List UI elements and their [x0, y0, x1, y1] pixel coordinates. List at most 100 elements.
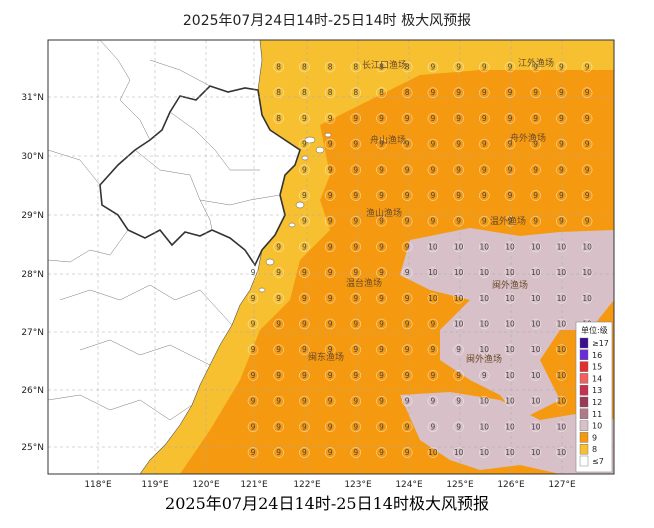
legend-label: 9: [592, 433, 597, 442]
wind-level-label: 9: [405, 217, 410, 226]
value-marker: [556, 61, 567, 73]
value-marker: [581, 87, 593, 98]
value-marker: [427, 318, 439, 330]
wind-level-label: 9: [302, 345, 307, 354]
wind-level-label: 9: [431, 397, 436, 406]
value-marker: [581, 267, 593, 278]
legend-label: 11: [592, 410, 602, 419]
value-marker: [427, 113, 439, 124]
wind-level-label: 9: [302, 422, 307, 431]
wind-level-label: 10: [531, 268, 541, 277]
wind-level-label: 9: [302, 242, 307, 251]
wind-level-label: 10: [428, 242, 438, 251]
wind-level-label: 9: [276, 320, 281, 329]
wind-level-label: 9: [328, 268, 333, 277]
value-marker: [376, 215, 387, 227]
value-marker: [324, 190, 336, 201]
value-marker: [504, 61, 516, 73]
value-marker: [581, 113, 593, 124]
lat-tick: 31°N: [21, 93, 44, 103]
value-marker: [504, 395, 516, 407]
wind-level-label: 10: [505, 345, 515, 354]
value-marker: [299, 241, 310, 253]
value-marker: [299, 370, 310, 381]
wind-level-label: 9: [353, 294, 358, 303]
value-marker: [453, 318, 464, 330]
value-marker: [273, 344, 284, 355]
value-marker: [479, 267, 490, 278]
wind-level-label: 9: [482, 140, 487, 149]
value-marker: [479, 215, 490, 227]
value-marker: [376, 318, 387, 330]
value-marker: [556, 395, 567, 407]
value-marker: [324, 447, 336, 458]
zone-label-jiangwai: 江外渔场: [518, 57, 554, 69]
value-marker: [402, 241, 413, 253]
wind-level-label: 9: [276, 242, 281, 251]
wind-level-label: 9: [251, 371, 256, 380]
map-title: 2025年07月24日14时-25日14时 极大风预报: [182, 13, 472, 29]
wind-level-label: 8: [405, 88, 410, 97]
wind-level-label: 9: [431, 422, 436, 431]
value-marker: [530, 138, 541, 150]
wind-level-label: 9: [302, 217, 307, 226]
value-marker: [581, 241, 593, 253]
value-marker: [324, 421, 336, 432]
value-marker: [376, 293, 387, 304]
wind-level-label: 9: [508, 191, 513, 200]
value-marker: [427, 293, 439, 304]
value-marker: [299, 293, 310, 304]
value-marker: [273, 318, 284, 330]
value-marker: [427, 61, 439, 73]
lat-tick: 25°N: [21, 443, 44, 453]
wind-level-label: 10: [505, 268, 515, 277]
wind-level-label: 9: [559, 114, 564, 123]
wind-level-label: 9: [405, 165, 410, 174]
wind-level-label: 10: [505, 422, 515, 431]
wind-level-label: 10: [480, 345, 490, 354]
value-marker: [299, 61, 310, 73]
admin-boundaries: [48, 40, 281, 421]
zone-label-changjiangkou: 长江口渔场: [362, 59, 407, 71]
value-marker: [299, 164, 310, 176]
wind-level-label: 9: [456, 63, 461, 72]
legend-label: 13: [592, 386, 602, 395]
value-marker: [453, 215, 464, 227]
value-marker: [247, 267, 259, 278]
value-marker: [556, 113, 567, 124]
wind-level-label: 10: [531, 345, 541, 354]
value-marker: [247, 447, 259, 458]
zone-label-zhoushan: 舟山渔场: [370, 134, 406, 146]
lon-tick: 123°E: [344, 480, 372, 490]
value-marker: [453, 370, 464, 381]
wind-level-label: 10: [480, 422, 490, 431]
wind-level-label: 9: [302, 371, 307, 380]
value-marker: [324, 87, 336, 98]
value-marker: [402, 370, 413, 381]
value-marker: [350, 293, 361, 304]
value-marker: [376, 267, 387, 278]
value-marker: [376, 164, 387, 176]
wind-level-label: 9: [559, 165, 564, 174]
wind-level-label: 9: [508, 140, 513, 149]
wind-level-label: 9: [559, 88, 564, 97]
value-marker: [556, 215, 567, 227]
wind-level-label: 8: [276, 114, 281, 123]
value-marker: [453, 344, 464, 355]
wind-level-label: 9: [379, 217, 384, 226]
wind-level-label: 10: [557, 448, 567, 457]
wind-level-label: 9: [431, 88, 436, 97]
value-marker: [427, 267, 439, 278]
wind-level-label: 9: [405, 345, 410, 354]
wind-level-label: 10: [505, 448, 515, 457]
wind-level-label: 9: [482, 165, 487, 174]
wind-level-label: 10: [505, 320, 515, 329]
wind-level-label: 9: [353, 397, 358, 406]
wind-level-label: 9: [353, 268, 358, 277]
wind-level-label: 9: [353, 242, 358, 251]
legend-swatch: [579, 444, 589, 455]
value-marker: [556, 138, 567, 150]
wind-level-label: 8: [353, 63, 358, 72]
wind-level-label: 9: [302, 191, 307, 200]
wind-level-label: 9: [328, 448, 333, 457]
